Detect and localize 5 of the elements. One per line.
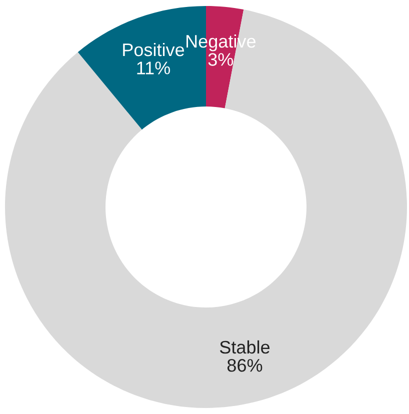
data-label: 3%: [208, 53, 234, 66]
slice-label: Positive: [123, 42, 184, 56]
data-label: 11%: [137, 62, 170, 74]
data-label: 86%: [227, 358, 262, 372]
slice-label: Stable: [220, 340, 270, 354]
